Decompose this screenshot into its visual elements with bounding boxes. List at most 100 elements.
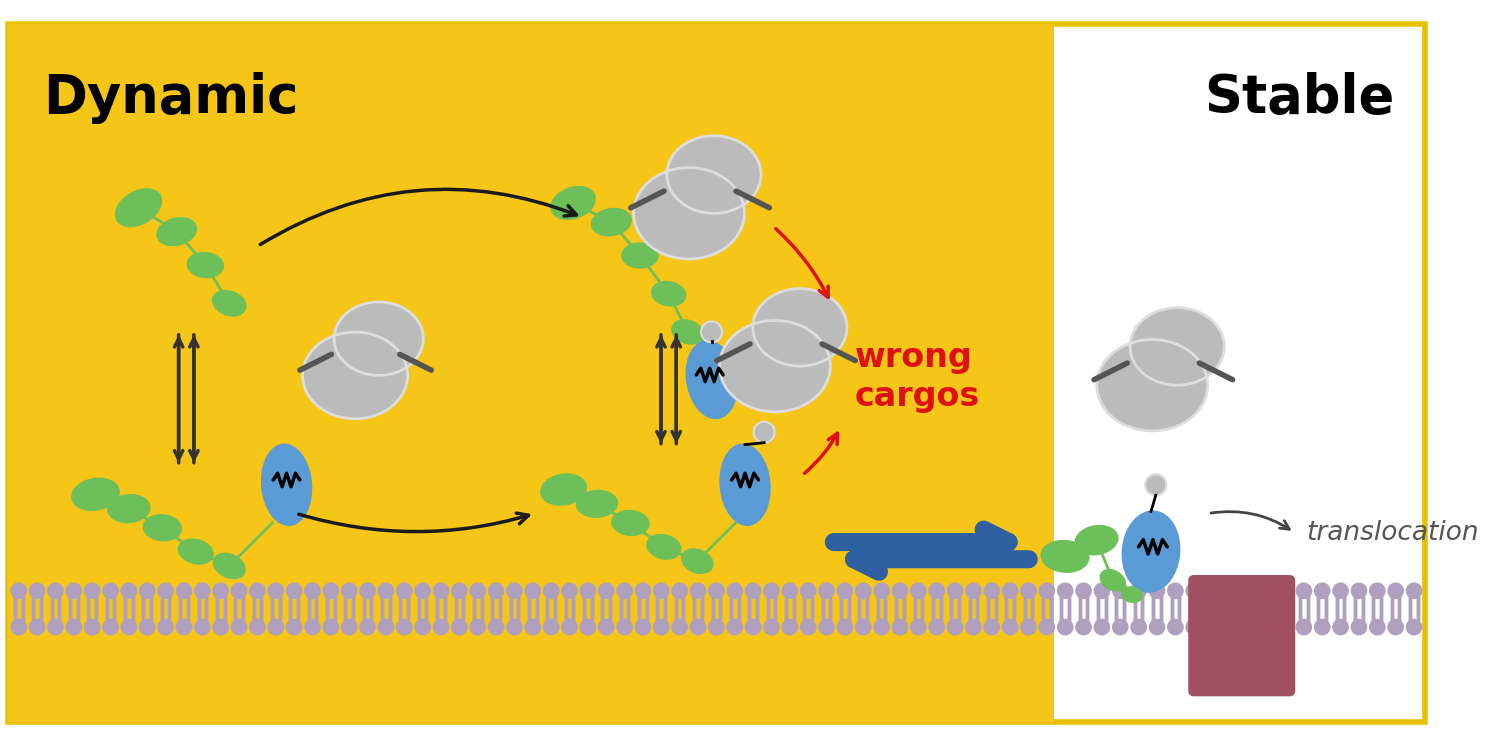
Ellipse shape (396, 619, 412, 635)
Ellipse shape (452, 619, 466, 635)
Ellipse shape (1040, 583, 1054, 598)
Ellipse shape (1131, 619, 1146, 635)
Ellipse shape (764, 619, 778, 635)
Ellipse shape (782, 619, 798, 635)
Ellipse shape (48, 583, 63, 598)
Ellipse shape (690, 619, 705, 635)
Ellipse shape (837, 583, 852, 598)
Ellipse shape (195, 619, 210, 635)
Ellipse shape (322, 583, 339, 598)
Ellipse shape (728, 583, 742, 598)
Ellipse shape (507, 619, 522, 635)
Ellipse shape (708, 619, 724, 635)
Ellipse shape (1122, 587, 1143, 602)
FancyBboxPatch shape (8, 25, 1425, 721)
Ellipse shape (1095, 619, 1110, 635)
Ellipse shape (1122, 511, 1180, 592)
Ellipse shape (782, 583, 798, 598)
Ellipse shape (892, 619, 908, 635)
Ellipse shape (1041, 541, 1089, 572)
Ellipse shape (251, 619, 266, 635)
Ellipse shape (213, 619, 228, 635)
Ellipse shape (1222, 619, 1238, 635)
Ellipse shape (672, 583, 687, 598)
Ellipse shape (48, 619, 63, 635)
Ellipse shape (108, 495, 150, 522)
Ellipse shape (966, 619, 981, 635)
Ellipse shape (1113, 583, 1128, 598)
Ellipse shape (1407, 619, 1422, 635)
Ellipse shape (286, 583, 302, 598)
Ellipse shape (1149, 619, 1164, 635)
Ellipse shape (304, 583, 320, 598)
Ellipse shape (1260, 583, 1275, 598)
Ellipse shape (140, 619, 154, 635)
Ellipse shape (1058, 583, 1072, 598)
Ellipse shape (1222, 583, 1238, 598)
Ellipse shape (231, 619, 246, 635)
Ellipse shape (1334, 619, 1348, 635)
Ellipse shape (1352, 583, 1366, 598)
Ellipse shape (84, 619, 100, 635)
Ellipse shape (188, 253, 224, 278)
Ellipse shape (489, 583, 504, 598)
Ellipse shape (984, 583, 999, 598)
Ellipse shape (1101, 570, 1125, 591)
Ellipse shape (746, 619, 760, 635)
Ellipse shape (753, 289, 847, 366)
Ellipse shape (231, 583, 246, 598)
Ellipse shape (1058, 619, 1072, 635)
Ellipse shape (654, 583, 669, 598)
Ellipse shape (1296, 583, 1311, 598)
Ellipse shape (1240, 619, 1257, 635)
Ellipse shape (576, 490, 618, 517)
Ellipse shape (322, 619, 339, 635)
Ellipse shape (177, 583, 192, 598)
Ellipse shape (728, 619, 742, 635)
Ellipse shape (213, 291, 246, 316)
Ellipse shape (764, 583, 778, 598)
Ellipse shape (892, 583, 908, 598)
Ellipse shape (268, 583, 284, 598)
Ellipse shape (1146, 474, 1167, 495)
Ellipse shape (948, 619, 963, 635)
Ellipse shape (1149, 583, 1164, 598)
Ellipse shape (819, 619, 834, 635)
Ellipse shape (984, 619, 999, 635)
Ellipse shape (360, 619, 375, 635)
Ellipse shape (1095, 583, 1110, 598)
Ellipse shape (651, 281, 686, 306)
Ellipse shape (542, 474, 586, 505)
Ellipse shape (874, 583, 890, 598)
Ellipse shape (1096, 339, 1208, 431)
Text: wrong
cargos: wrong cargos (855, 342, 980, 413)
Ellipse shape (1352, 619, 1366, 635)
Ellipse shape (122, 583, 136, 598)
Ellipse shape (700, 322, 721, 342)
Ellipse shape (122, 619, 136, 635)
Ellipse shape (855, 583, 871, 598)
Ellipse shape (30, 583, 45, 598)
Ellipse shape (525, 619, 540, 635)
Ellipse shape (1370, 619, 1384, 635)
Ellipse shape (72, 478, 118, 510)
Ellipse shape (598, 583, 613, 598)
Ellipse shape (1186, 619, 1202, 635)
Ellipse shape (396, 583, 412, 598)
Ellipse shape (158, 619, 172, 635)
Ellipse shape (1204, 583, 1219, 598)
Ellipse shape (1388, 619, 1404, 635)
Ellipse shape (1022, 583, 1036, 598)
Ellipse shape (158, 583, 172, 598)
Ellipse shape (334, 302, 423, 375)
Ellipse shape (416, 583, 430, 598)
Ellipse shape (550, 186, 596, 219)
Ellipse shape (928, 619, 945, 635)
Ellipse shape (1076, 526, 1118, 555)
Ellipse shape (1076, 619, 1090, 635)
Ellipse shape (140, 583, 154, 598)
Ellipse shape (144, 515, 182, 541)
Ellipse shape (874, 619, 890, 635)
Ellipse shape (543, 619, 560, 635)
Text: Dynamic: Dynamic (44, 72, 298, 124)
